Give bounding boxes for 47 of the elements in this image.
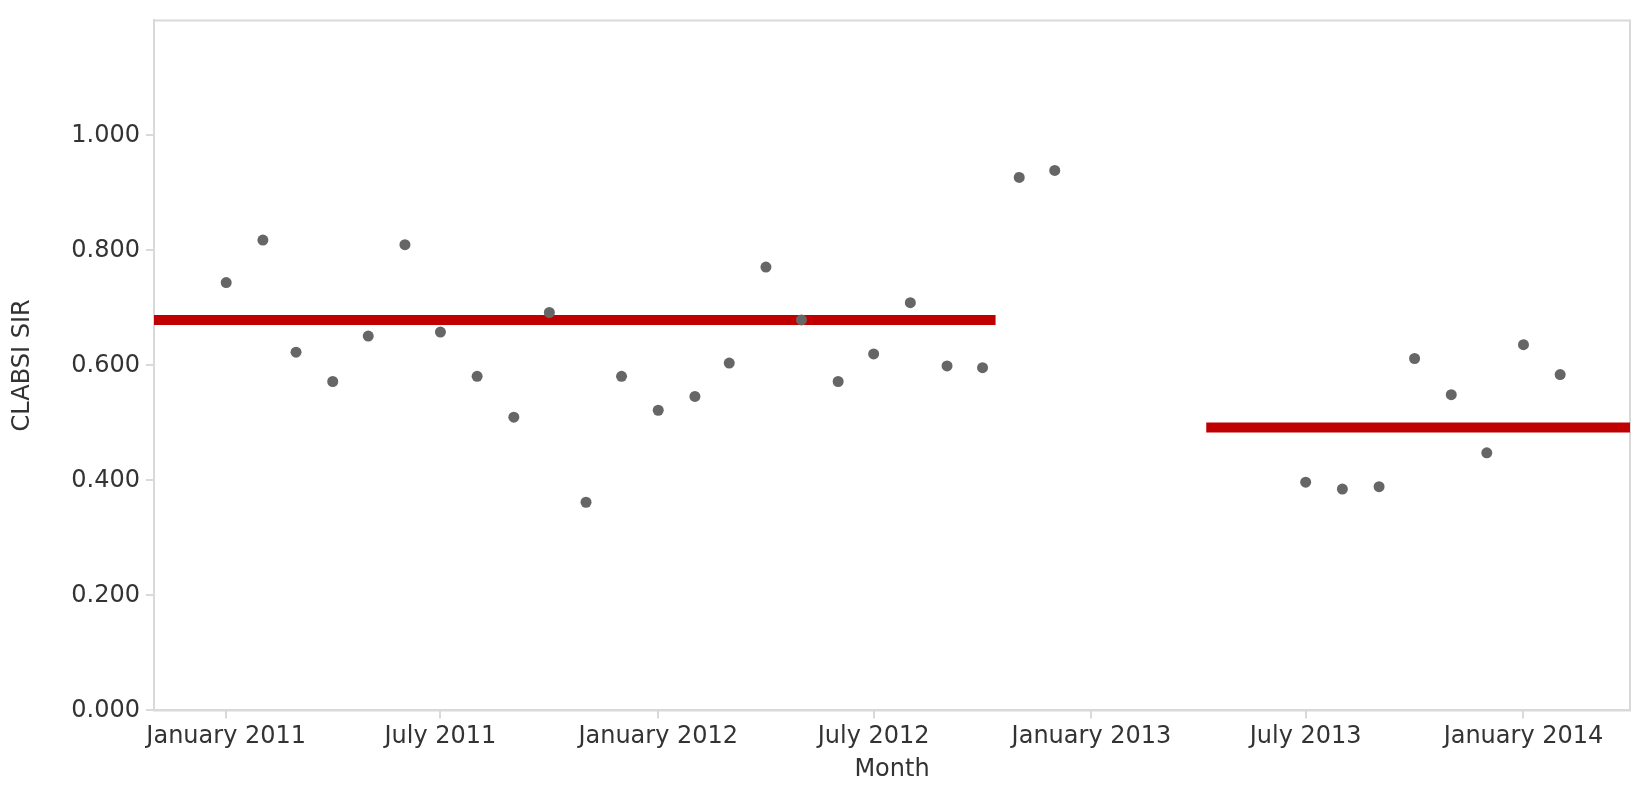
point bbox=[1554, 369, 1566, 381]
x-tick-label: July 2011 bbox=[382, 721, 497, 750]
point bbox=[1409, 353, 1421, 364]
y-axis-title: CLABSI SIR bbox=[6, 299, 35, 432]
point bbox=[220, 277, 232, 289]
point bbox=[1336, 483, 1348, 495]
x-tick-label: January 2011 bbox=[144, 721, 307, 750]
y-tick-label: 0.400 bbox=[71, 464, 140, 493]
point bbox=[1049, 164, 1061, 176]
point bbox=[508, 411, 520, 423]
point bbox=[290, 346, 302, 358]
point bbox=[257, 234, 269, 246]
point bbox=[977, 362, 989, 374]
point bbox=[543, 307, 555, 318]
y-tick-label: 0.200 bbox=[71, 579, 140, 608]
point bbox=[616, 370, 628, 382]
point bbox=[434, 326, 446, 338]
point bbox=[941, 360, 953, 372]
point bbox=[1445, 389, 1457, 401]
point bbox=[689, 390, 701, 402]
y-tick-label: 1.000 bbox=[71, 119, 140, 148]
point bbox=[1481, 447, 1493, 459]
y-tick-label: 0.600 bbox=[71, 349, 140, 378]
point bbox=[832, 376, 844, 387]
x-tick-label: January 2012 bbox=[576, 721, 739, 750]
x-tick-label: July 2012 bbox=[815, 721, 930, 750]
point bbox=[795, 314, 807, 326]
point bbox=[652, 404, 664, 416]
y-tick-label: 0.800 bbox=[71, 234, 140, 263]
x-tick-label: January 2014 bbox=[1441, 721, 1604, 750]
point bbox=[399, 239, 411, 251]
x-tick-label: January 2013 bbox=[1009, 721, 1172, 750]
y-tick-label: 0.000 bbox=[71, 694, 140, 723]
point bbox=[1300, 476, 1312, 488]
point bbox=[1013, 171, 1025, 183]
point bbox=[362, 330, 374, 342]
point bbox=[471, 370, 483, 382]
point bbox=[723, 357, 735, 369]
point bbox=[1517, 339, 1529, 351]
point bbox=[760, 261, 772, 273]
x-axis-title: Month bbox=[854, 753, 930, 782]
x-tick-label: July 2013 bbox=[1247, 721, 1362, 750]
point bbox=[868, 348, 880, 360]
point bbox=[904, 297, 916, 309]
point bbox=[580, 496, 592, 508]
point bbox=[327, 376, 339, 387]
point bbox=[1373, 481, 1385, 493]
